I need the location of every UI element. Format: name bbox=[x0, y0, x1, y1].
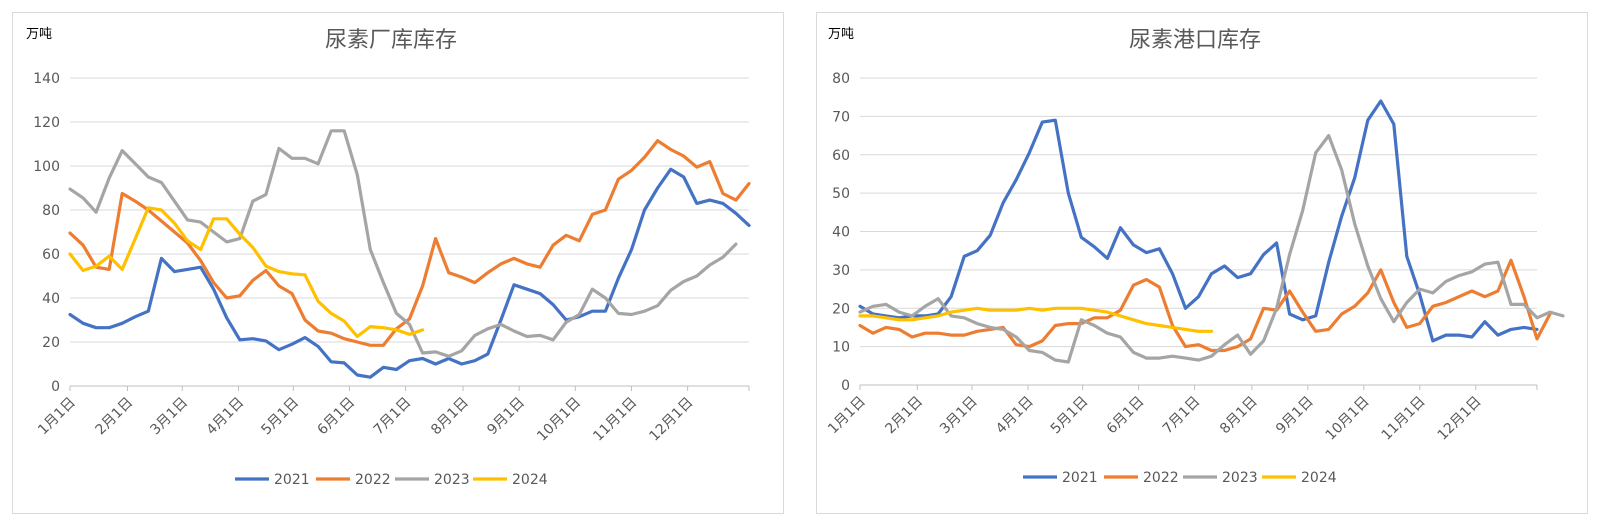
y-tick-label: 0 bbox=[841, 378, 850, 394]
chart-panel-port-inventory: 尿素港口库存 万吨 0 10 20 30 40 50 60 70 80 1月1日 2月1日 3月1日… bbox=[816, 12, 1588, 514]
series-line-2022 bbox=[68, 139, 751, 347]
y-tick-label: 100 bbox=[33, 159, 60, 175]
x-tick-label: 2月1日 bbox=[882, 394, 926, 438]
factory-inventory-chart: 尿素厂库库存 万吨 0 20 40 60 80 100 120 140 1月1日 2月1日 3月1… bbox=[26, 27, 751, 488]
x-tick-label: 6月1日 bbox=[1104, 394, 1148, 438]
x-tick-label: 7月1日 bbox=[371, 395, 415, 439]
y-tick-label: 70 bbox=[832, 109, 850, 125]
legend-label-2024: 2024 bbox=[512, 472, 548, 488]
x-tick-label: 9月1日 bbox=[484, 395, 528, 439]
port-inventory-chart: 尿素港口库存 万吨 0 10 20 30 40 50 60 70 80 1月1日 2月1日 3月1日… bbox=[825, 27, 1565, 486]
y-tick-label: 20 bbox=[832, 301, 850, 317]
series-line-2024 bbox=[858, 306, 1214, 333]
x-tick-label: 1月1日 bbox=[35, 395, 79, 439]
series-line-2022 bbox=[858, 258, 1552, 353]
legend-label-2022: 2022 bbox=[355, 472, 391, 488]
x-tick-label: 11月1日 bbox=[1379, 394, 1429, 444]
x-tick-label: 8月1日 bbox=[1217, 394, 1261, 438]
x-tick-label: 5月1日 bbox=[258, 395, 302, 439]
x-tick-label: 2月1日 bbox=[93, 395, 137, 439]
y-tick-label: 50 bbox=[832, 186, 850, 202]
x-tick-label: 8月1日 bbox=[428, 395, 472, 439]
x-tick-label: 1月1日 bbox=[825, 394, 869, 438]
y-tick-label: 0 bbox=[51, 379, 60, 395]
x-tick-label: 11月1日 bbox=[590, 395, 640, 445]
x-tick-label: 7月1日 bbox=[1160, 394, 1204, 438]
y-tick-label: 80 bbox=[832, 71, 850, 87]
legend-label-2022: 2022 bbox=[1143, 470, 1179, 486]
x-tick-label: 3月1日 bbox=[147, 395, 191, 439]
legend-label-2024: 2024 bbox=[1301, 470, 1337, 486]
y-tick-label: 10 bbox=[832, 340, 850, 356]
legend: 2021 2022 2023 2024 bbox=[1023, 470, 1337, 486]
x-tick-label: 4月1日 bbox=[204, 395, 248, 439]
series-line-2023 bbox=[68, 129, 738, 358]
y-tick-label: 60 bbox=[42, 247, 60, 263]
y-tick-label: 30 bbox=[832, 263, 850, 279]
legend-label-2021: 2021 bbox=[274, 472, 310, 488]
y-tick-label: 140 bbox=[33, 71, 60, 87]
legend-label-2023: 2023 bbox=[434, 472, 470, 488]
x-tick-label: 6月1日 bbox=[315, 395, 359, 439]
x-tick-label: 10月1日 bbox=[534, 395, 584, 445]
y-tick-label: 120 bbox=[33, 115, 60, 131]
y-tick-label: 40 bbox=[832, 225, 850, 241]
x-tick-label: 5月1日 bbox=[1048, 394, 1092, 438]
series-line-2021 bbox=[858, 99, 1539, 343]
x-tick-label: 3月1日 bbox=[937, 394, 981, 438]
legend: 2021 2022 2023 2024 bbox=[235, 472, 548, 488]
x-tick-label: 12月1日 bbox=[1435, 394, 1485, 444]
y-tick-label: 60 bbox=[832, 148, 850, 164]
x-tick-label: 4月1日 bbox=[993, 394, 1037, 438]
series-line-2023 bbox=[858, 133, 1565, 364]
legend-label-2023: 2023 bbox=[1222, 470, 1258, 486]
series-line-2021 bbox=[68, 167, 751, 379]
unit-label: 万吨 bbox=[828, 27, 854, 42]
legend-label-2021: 2021 bbox=[1062, 470, 1098, 486]
series-line-2024 bbox=[68, 206, 425, 339]
x-tick-label: 9月1日 bbox=[1273, 394, 1317, 438]
chart-title: 尿素港口库存 bbox=[1129, 28, 1261, 53]
x-tick-label: 10月1日 bbox=[1323, 394, 1373, 444]
y-tick-label: 40 bbox=[42, 291, 60, 307]
chart-title: 尿素厂库库存 bbox=[325, 28, 457, 53]
unit-label: 万吨 bbox=[26, 27, 52, 42]
chart-panel-factory-inventory: 尿素厂库库存 万吨 0 20 40 60 80 100 120 140 1月1日 2月1日 3月1… bbox=[12, 12, 784, 514]
x-tick-label: 12月1日 bbox=[646, 395, 696, 445]
y-tick-label: 80 bbox=[42, 203, 60, 219]
y-tick-label: 20 bbox=[42, 335, 60, 351]
